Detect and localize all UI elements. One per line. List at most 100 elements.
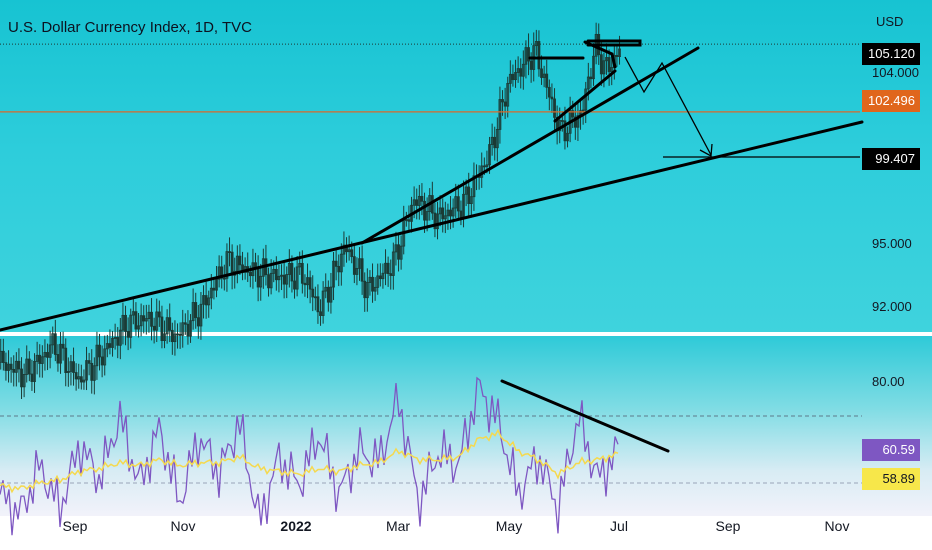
candle [64,338,68,387]
candle [277,264,281,293]
candle [441,198,445,233]
candle-body [321,290,325,316]
drawing-layer[interactable] [0,39,864,332]
price-pane[interactable] [0,0,932,332]
candle [142,305,146,334]
candle [124,305,127,346]
candle-body [391,251,395,276]
candle [282,261,286,299]
candle-body [592,55,595,80]
candle-body [82,379,86,383]
candle [605,43,608,75]
candle-body [433,212,437,230]
candle-body [339,253,343,273]
candle [230,244,234,290]
candle [394,231,398,266]
candle [584,81,588,124]
candle [165,309,169,344]
candle [566,126,569,148]
candle-body [412,199,416,206]
candle-body [524,47,528,65]
candle [33,353,36,393]
candle-body [404,219,408,221]
candle-body [599,54,603,75]
candle-body [77,376,81,380]
candle [316,284,320,324]
candle-body [371,276,374,292]
candle [436,201,439,240]
candle-body [381,272,385,280]
candle [339,243,343,286]
candle [194,292,198,329]
candle [17,348,21,383]
candle [46,343,49,371]
candle [506,76,510,118]
candle-body [178,333,182,336]
candle [508,60,512,93]
candle-body [586,76,590,90]
candle [85,346,88,391]
candle-body [196,317,200,327]
candle-body [529,60,533,70]
candle-body [9,363,13,370]
candle-body [147,311,151,320]
candle-body [563,120,567,142]
time-tick-sep: Sep [62,518,88,534]
candle-body [90,362,94,381]
candle [196,304,200,339]
candle-body [337,265,341,273]
candle-body [290,263,294,282]
candle-body [191,302,195,322]
rsi-line [0,376,619,536]
candle [181,309,185,348]
candle [69,354,73,386]
candle-body [152,325,156,331]
candle-body [553,98,556,118]
candle [7,350,10,383]
candle-body [386,262,390,275]
candle [519,58,523,89]
candle [534,29,538,56]
candle [568,96,572,143]
price-tick-104: 104.000 [872,65,919,80]
candle-body [527,47,530,62]
candle [246,252,250,282]
candle [274,256,278,291]
candle-body [602,60,606,75]
candle [303,274,307,297]
candle-body [516,68,520,73]
currency-label: USD [876,14,904,29]
candle-body [342,244,346,255]
candle-body [142,315,146,322]
candle-body [384,262,387,274]
candle-body [56,354,60,364]
rsi-ma-badge: 58.89 [862,468,920,490]
candle-body [459,210,463,218]
candle [155,298,159,343]
candle-body [293,280,296,290]
candle-body [300,262,304,284]
candle [360,245,364,295]
candle-body [256,267,260,288]
candle [220,255,224,289]
candle-body [566,132,569,142]
candle [126,317,130,351]
candle-body [202,295,205,305]
candle-body [225,251,229,279]
candle [365,268,369,312]
candle-body [498,99,502,130]
candle-body [501,99,504,103]
candle-body [311,288,315,298]
orange-level-badge: 102.496 [862,90,920,112]
pane-separator[interactable] [0,332,932,336]
candle-body [238,255,242,266]
candle [259,263,263,301]
candle-body [365,282,369,299]
price-candles [0,22,621,399]
candle [280,264,283,291]
time-axis[interactable] [0,516,932,550]
candle [98,333,101,371]
candle [334,248,338,281]
candle-body [355,267,359,275]
candle-body [573,116,577,128]
